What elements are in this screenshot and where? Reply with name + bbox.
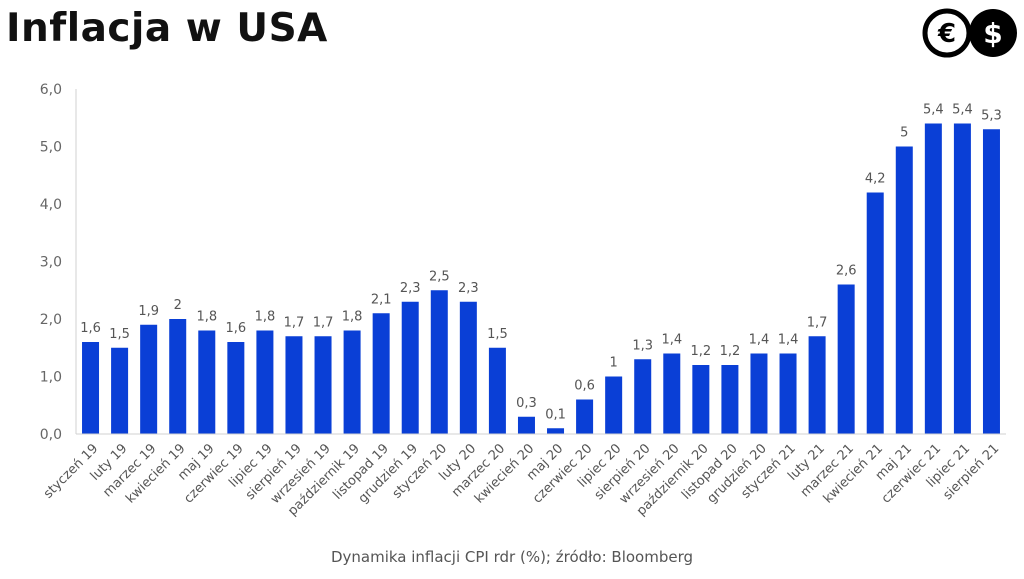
bar [605, 376, 623, 434]
bar [256, 330, 274, 434]
y-tick-label: 4,0 [40, 197, 62, 213]
bar [779, 353, 797, 434]
bar [982, 129, 1000, 434]
data-label: 1,9 [138, 304, 159, 319]
bar [111, 347, 129, 434]
bar [808, 336, 826, 434]
y-tick-label: 6,0 [40, 82, 62, 98]
bar [866, 192, 884, 434]
bar [140, 324, 158, 434]
y-tick-label: 3,0 [40, 255, 62, 271]
data-label: 5 [900, 126, 908, 141]
data-label: 4,2 [865, 172, 886, 187]
data-label: 1,6 [226, 321, 247, 336]
data-labels: 1,6 1,5 1,9 2 1,8 1,6 1,8 1,7 1,7 1,8 2,1 2,3 2,5 2,3… [80, 103, 1002, 423]
bar [488, 347, 506, 434]
bar [547, 428, 565, 434]
data-label: 2,1 [371, 292, 392, 307]
bar [285, 336, 303, 434]
data-label: 2,6 [836, 264, 857, 279]
bar [343, 330, 361, 434]
y-tick-label: 0,0 [40, 427, 62, 443]
data-label: 1,3 [632, 338, 653, 353]
bar [198, 330, 216, 434]
bar [401, 301, 419, 434]
data-label: 1,7 [313, 315, 334, 330]
bar [517, 416, 535, 434]
data-label: 5,4 [952, 103, 973, 118]
chart-caption: Dynamika inflacji CPI rdr (%); źródło: B… [330, 548, 694, 566]
svg-text:$: $ [983, 17, 1002, 50]
data-label: 1,2 [720, 344, 741, 359]
page-title: Inflacja w USA [6, 6, 328, 51]
bar [953, 123, 971, 434]
data-label: 2,5 [429, 269, 450, 284]
data-label: 2,3 [400, 281, 421, 296]
bar [837, 284, 855, 434]
bar [576, 399, 594, 434]
bar [82, 342, 100, 434]
data-label: 1,8 [255, 310, 276, 325]
data-label: 1,4 [778, 333, 799, 348]
data-label: 1,5 [487, 327, 508, 342]
data-label: 1,8 [196, 310, 217, 325]
data-label: 2 [174, 298, 182, 313]
bar [663, 353, 681, 434]
bar [692, 365, 710, 434]
data-label: 2,3 [458, 281, 479, 296]
y-tick-label: 1,0 [40, 370, 62, 386]
data-label: 1,4 [661, 333, 682, 348]
inflation-bar-chart: 0,01,02,03,04,05,06,0 1,6 1,51,9 21,81,61,… [40, 82, 1006, 519]
bar [895, 146, 913, 434]
data-label: 0,6 [574, 379, 595, 394]
bar [634, 359, 652, 434]
dollar-icon: $ [969, 9, 1017, 57]
bar [372, 313, 390, 434]
y-tick-label: 5,0 [40, 140, 62, 156]
currency-logo: € $ [922, 8, 1017, 58]
data-label: 5,3 [981, 108, 1002, 123]
bar [750, 353, 768, 434]
data-label: 1,8 [342, 310, 363, 325]
bar [459, 301, 477, 434]
data-label: 1,4 [749, 333, 770, 348]
data-label: 0,3 [516, 396, 537, 411]
y-tick-label: 2,0 [40, 312, 62, 328]
data-label: 1,7 [807, 315, 828, 330]
bar [721, 365, 739, 434]
data-label: 1 [610, 356, 618, 371]
data-label: 1,6 [80, 321, 101, 336]
data-label: 0,1 [545, 407, 566, 422]
data-label: 1,2 [691, 344, 712, 359]
bars [82, 123, 1000, 434]
bar [314, 336, 332, 434]
bar [169, 319, 187, 434]
bar [924, 123, 942, 434]
y-axis: 0,0 1,0 2,0 3,0 4,0 5,0 6,0 [40, 82, 77, 443]
svg-text:€: € [937, 19, 956, 49]
data-label: 1,5 [109, 327, 130, 342]
bar [227, 342, 245, 434]
data-label: 5,4 [923, 103, 944, 118]
bar [430, 290, 448, 434]
data-label: 1,7 [284, 315, 305, 330]
